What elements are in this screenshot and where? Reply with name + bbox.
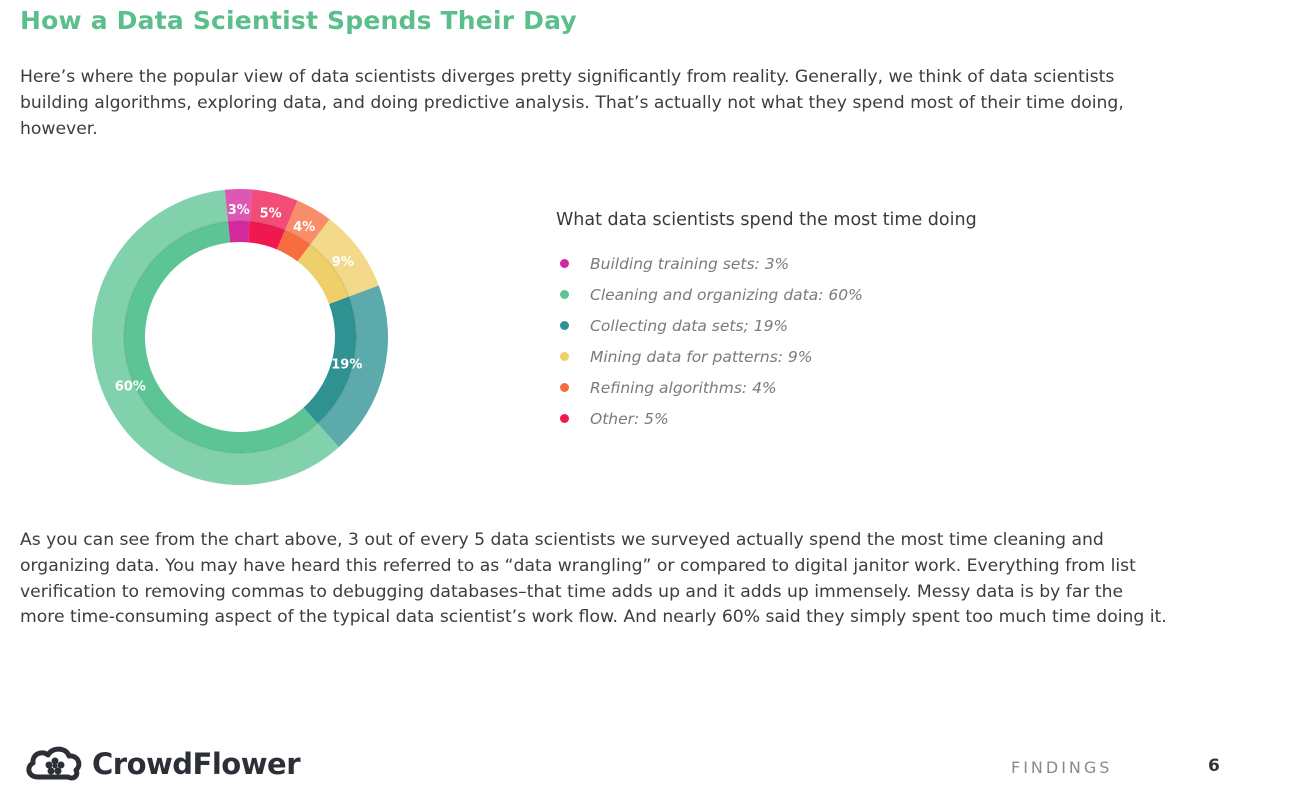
ring-divider — [123, 220, 357, 454]
slice-label-mining-data-for-patterns: 9% — [332, 255, 354, 270]
legend-item-other: Other: 5% — [556, 403, 977, 434]
legend-label: Other: 5% — [590, 409, 669, 428]
chart-legend: What data scientists spend the most time… — [556, 210, 977, 434]
page-number: 6 — [1208, 756, 1220, 776]
cloud-flower-icon — [26, 746, 82, 781]
brand-name: CrowdFlower — [92, 747, 301, 781]
legend-item-building-training-sets: Building training sets: 3% — [556, 248, 977, 279]
slice-building-training-sets — [224, 189, 253, 243]
circle-dot-icon — [560, 321, 569, 330]
slice-outer-ring — [317, 285, 388, 448]
footer-section-label: FINDINGS — [1011, 758, 1113, 777]
donut-chart: 3% 5% 4% 9% 19% 60% — [92, 189, 388, 485]
slice-refining-algorithms — [276, 200, 330, 262]
slice-label-other: 5% — [260, 207, 282, 222]
legend-item-collecting-data-sets: Collecting data sets; 19% — [556, 310, 977, 341]
legend-label: Collecting data sets; 19% — [590, 316, 789, 335]
circle-dot-icon — [560, 383, 569, 392]
slice-outer-ring — [285, 200, 330, 245]
crowdflower-logo: CrowdFlower — [22, 745, 301, 783]
slice-inner-ring — [297, 244, 349, 304]
legend-label: Building training sets: 3% — [590, 254, 790, 273]
legend-list: Building training sets: 3% Cleaning and o… — [556, 248, 977, 434]
chart-title: What data scientists spend the most time… — [556, 210, 977, 230]
legend-item-cleaning-and-organizing-data: Cleaning and organizing data: 60% — [556, 279, 977, 310]
page-title: How a Data Scientist Spends Their Day — [20, 6, 577, 35]
slice-outer-ring — [92, 189, 339, 485]
legend-label: Mining data for patterns: 9% — [590, 347, 813, 366]
slice-outer-ring — [224, 189, 253, 222]
slice-inner-ring — [227, 221, 250, 243]
slice-label-cleaning-and-organizing-data: 60% — [115, 380, 146, 395]
circle-dot-icon — [560, 259, 569, 268]
slice-inner-ring — [303, 296, 356, 424]
legend-item-mining-data-for-patterns: Mining data for patterns: 9% — [556, 341, 977, 372]
circle-dot-icon — [560, 290, 569, 299]
slice-outer-ring — [310, 219, 379, 297]
slice-outer-ring — [249, 189, 298, 231]
body-paragraph: As you can see from the chart above, 3 o… — [20, 530, 1167, 628]
legend-label: Cleaning and organizing data: 60% — [590, 285, 863, 304]
intro-paragraph: Here’s where the popular view of data sc… — [20, 67, 1124, 139]
circle-dot-icon — [560, 352, 569, 361]
slice-inner-ring — [276, 230, 311, 262]
slice-label-refining-algorithms: 4% — [293, 220, 315, 235]
slice-other — [248, 189, 298, 250]
legend-label: Refining algorithms: 4% — [590, 378, 777, 397]
slice-mining-data-for-patterns — [297, 219, 379, 304]
slice-inner-ring — [248, 221, 286, 250]
slice-inner-ring — [124, 221, 318, 453]
circle-dot-icon — [560, 414, 569, 423]
slice-collecting-data-sets — [303, 285, 388, 448]
slice-label-building-training-sets: 3% — [228, 203, 250, 218]
slice-label-collecting-data-sets: 19% — [331, 357, 362, 372]
slice-cleaning-and-organizing-data — [92, 189, 339, 485]
legend-item-refining-algorithms: Refining algorithms: 4% — [556, 372, 977, 403]
